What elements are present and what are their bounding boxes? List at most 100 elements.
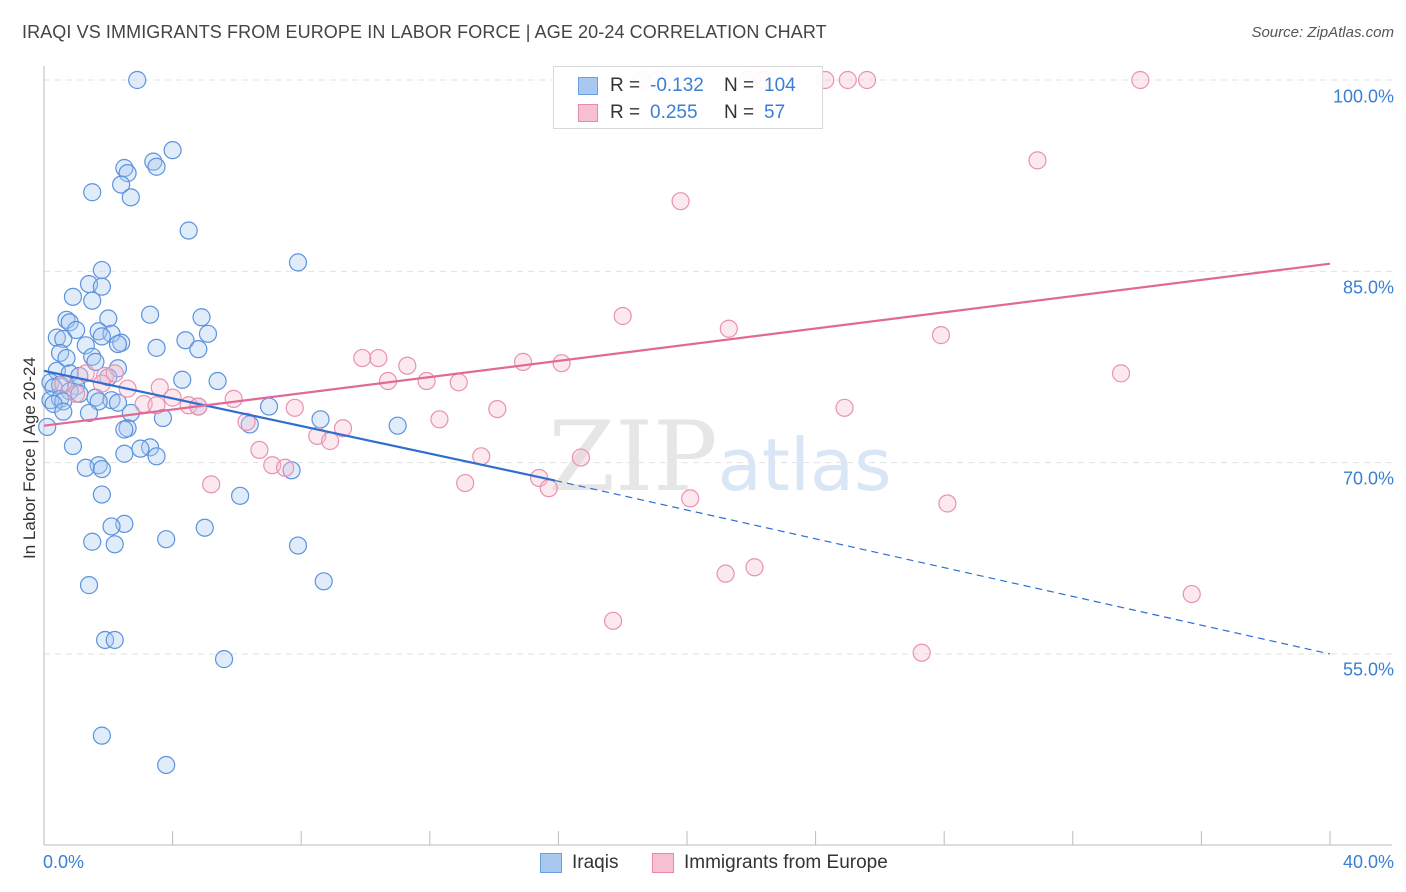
- y-tick-label-70: 70.0%: [1342, 468, 1394, 489]
- iraqi-point: [176, 331, 195, 350]
- bottom-legend-label-europe: Immigrants from Europe: [684, 852, 888, 873]
- legend-r-value: 0.255: [650, 102, 698, 123]
- iraqi-point: [231, 486, 250, 505]
- europe-point: [353, 348, 372, 368]
- iraqi-point: [189, 340, 208, 359]
- europe-point: [513, 352, 533, 371]
- y-tick-label-55: 55.0%: [1342, 659, 1394, 680]
- europe-point: [1111, 364, 1131, 383]
- europe-point: [333, 419, 353, 438]
- europe-point: [931, 326, 951, 345]
- europe-trend-line: [43, 262, 1331, 427]
- legend-swatch-europe: [578, 104, 598, 122]
- bottom-legend-europe: Immigrants from Europe: [652, 851, 922, 875]
- europe-point: [472, 447, 491, 466]
- europe-point: [488, 399, 507, 419]
- iraqi-point: [112, 175, 131, 194]
- legend-row-iraqis: R = -0.132 N = 104: [554, 74, 822, 98]
- iraqi-point: [79, 403, 99, 423]
- y-tick-label-100: 100.0%: [1332, 86, 1394, 107]
- iraqi-point: [92, 327, 111, 346]
- legend-n-value: 104: [764, 75, 796, 96]
- iraqi-point: [83, 183, 102, 202]
- europe-point: [369, 348, 388, 368]
- x-tick-label-right: 40.0%: [1342, 852, 1394, 872]
- x-tick-label-left: 0.0%: [43, 852, 85, 872]
- iraqi-point: [92, 277, 111, 296]
- legend-swatch-iraqis: [578, 77, 598, 95]
- legend-n-label: N =: [724, 75, 755, 96]
- iraqi-trend-line: [43, 369, 556, 482]
- europe-point: [430, 410, 449, 429]
- legend-n-value: 57: [764, 102, 786, 123]
- chart-source: Source: ZipAtlas.com: [1251, 24, 1394, 41]
- iraqi-point: [105, 535, 124, 554]
- iraqi-point: [102, 517, 121, 536]
- bottom-legend-iraqis: Iraqis: [540, 851, 660, 875]
- iraqi-point: [115, 444, 134, 463]
- iraqi-point: [76, 336, 95, 355]
- iraqi-point: [147, 338, 166, 357]
- iraqi-point: [118, 164, 137, 183]
- iraqi-point: [131, 439, 150, 458]
- europe-point: [571, 448, 591, 467]
- iraqi-point: [192, 308, 211, 327]
- europe-point: [745, 558, 764, 577]
- iraqi-point: [92, 485, 111, 504]
- iraqi-point: [157, 530, 176, 549]
- iraqi-point: [108, 393, 128, 412]
- iraqi-point: [76, 458, 95, 477]
- europe-point: [76, 364, 95, 383]
- bottom-legend-label-iraqis: Iraqis: [572, 852, 619, 873]
- europe-point: [681, 489, 700, 508]
- europe-point: [224, 389, 243, 408]
- iraqi-point: [57, 348, 76, 368]
- europe-point: [398, 356, 417, 375]
- europe-point: [552, 354, 571, 373]
- iraqi-point: [288, 536, 308, 555]
- iraqi-point: [83, 347, 102, 366]
- iraqi-point: [195, 518, 214, 537]
- europe-point: [838, 70, 857, 90]
- iraqi-point: [140, 305, 160, 324]
- europe-point: [250, 440, 269, 460]
- iraqi-point: [288, 253, 308, 272]
- europe-point: [603, 611, 623, 630]
- europe-point: [1028, 151, 1047, 170]
- iraqi-point: [208, 371, 227, 391]
- legend-row-europe: R = 0.255 N = 57: [554, 101, 822, 125]
- iraqi-point: [115, 420, 134, 439]
- y-axis-title: In Labor Force | Age 20-24: [20, 357, 39, 559]
- iraqi-point: [83, 532, 102, 551]
- legend-r-label: R =: [610, 75, 641, 96]
- iraqi-point: [163, 141, 182, 160]
- iraqi-point: [108, 334, 128, 354]
- bottom-legend-swatch-iraqis: [540, 853, 562, 873]
- iraqi-point: [92, 459, 111, 479]
- legend-n-label: N =: [724, 102, 755, 123]
- europe-point: [456, 473, 475, 493]
- iraqi-point: [54, 402, 73, 421]
- europe-point: [1131, 70, 1150, 90]
- europe-point: [202, 475, 221, 494]
- y-tick-label-85: 85.0%: [1342, 277, 1394, 298]
- europe-point: [938, 494, 957, 513]
- iraqi-point: [259, 397, 279, 416]
- chart-title: IRAQI VS IMMIGRANTS FROM EUROPE IN LABOR…: [22, 22, 827, 42]
- iraqi-point: [44, 394, 63, 414]
- iraqi-point: [128, 70, 147, 90]
- iraqi-point: [214, 650, 234, 669]
- europe-point: [321, 431, 340, 451]
- iraqi-point: [121, 188, 140, 207]
- iraqi-point: [105, 630, 124, 650]
- iraqi-point: [314, 572, 333, 591]
- watermark: ZIPatlas: [548, 401, 891, 513]
- iraqi-trend-extension: [555, 479, 1331, 655]
- iraqi-point: [47, 328, 66, 347]
- iraqi-point: [157, 755, 176, 775]
- europe-point: [613, 306, 632, 326]
- iraqi-point: [311, 410, 330, 429]
- europe-point: [719, 319, 738, 338]
- europe-point: [417, 371, 436, 391]
